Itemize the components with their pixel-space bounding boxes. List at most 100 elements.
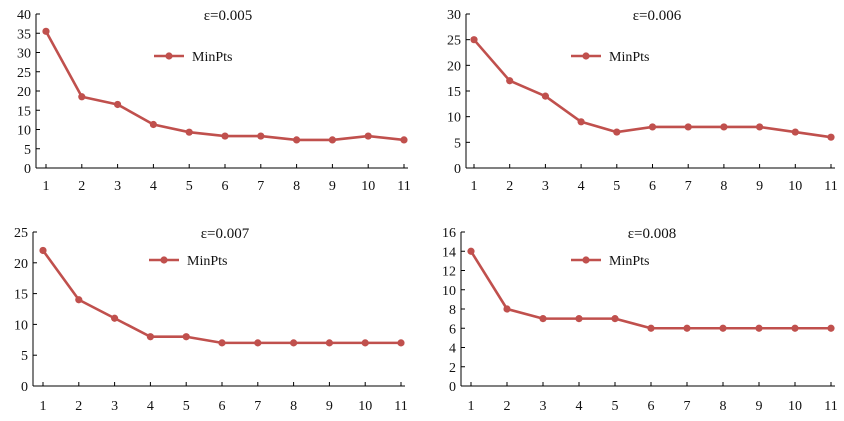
y-tick-label: 20 [14, 257, 28, 272]
y-tick-label: 4 [449, 342, 456, 357]
y-tick-label: 5 [454, 136, 461, 151]
x-tick-label: 6 [222, 179, 229, 194]
y-tick-label: 25 [447, 34, 461, 49]
x-tick-label: 1 [468, 399, 475, 414]
x-tick-label: 6 [648, 399, 655, 414]
y-tick-label: 15 [17, 104, 31, 119]
x-tick-label: 8 [720, 179, 727, 194]
x-tick-label: 3 [114, 179, 121, 194]
x-tick-label: 7 [254, 399, 261, 414]
y-tick-label: 2 [449, 361, 456, 376]
y-tick-label: 15 [447, 85, 461, 100]
legend-swatch-marker [160, 256, 168, 264]
x-tick-label: 2 [504, 399, 511, 414]
data-point [114, 100, 122, 109]
y-tick-label: 20 [17, 85, 31, 100]
x-tick-label: 2 [506, 179, 513, 194]
chart-title: ε=0.005 [204, 8, 253, 24]
x-tick-label: 9 [756, 399, 763, 414]
y-tick-label: 8 [449, 303, 456, 318]
data-point [683, 324, 691, 332]
x-tick-label: 5 [613, 179, 620, 194]
data-point [467, 247, 475, 255]
x-tick-label: 8 [290, 399, 297, 414]
legend-label: MinPts [192, 50, 232, 65]
data-point [647, 324, 655, 332]
y-tick-label: 30 [447, 8, 461, 23]
x-tick-label: 11 [397, 179, 410, 194]
data-point [75, 296, 83, 304]
data-point [185, 128, 193, 136]
x-tick-label: 4 [578, 179, 585, 194]
series-line-minpts [44, 30, 405, 142]
y-tick-label: 10 [14, 318, 28, 333]
x-tick-label: 5 [183, 399, 190, 414]
data-point [39, 246, 47, 255]
x-tick-label: 3 [540, 399, 547, 414]
chart-title: ε=0.008 [628, 226, 677, 242]
data-point [684, 123, 692, 131]
data-point [827, 324, 835, 332]
data-point [541, 92, 550, 100]
y-tick-label: 30 [17, 47, 31, 62]
legend-label: MinPts [609, 50, 649, 65]
y-tick-label: 10 [17, 124, 31, 139]
data-point [146, 333, 154, 341]
x-tick-label: 5 [186, 179, 193, 194]
y-tick-label: 5 [21, 349, 28, 364]
x-tick-label: 4 [147, 399, 154, 414]
x-tick-label: 9 [756, 179, 763, 194]
data-point [218, 339, 226, 347]
data-point [720, 123, 728, 131]
y-tick-label: 0 [21, 380, 28, 395]
data-point [254, 339, 262, 347]
data-point [506, 77, 514, 85]
x-tick-label: 8 [293, 179, 300, 194]
data-point [221, 132, 229, 140]
legend-swatch-marker [582, 52, 590, 60]
data-point [756, 123, 764, 131]
y-tick-label: 35 [17, 27, 31, 42]
y-tick-label: 12 [442, 265, 456, 280]
data-point [400, 136, 408, 144]
legend-swatch-marker [582, 256, 590, 264]
data-point [42, 27, 50, 35]
y-tick-label: 25 [14, 226, 28, 241]
x-tick-label: 1 [471, 179, 478, 194]
data-point [325, 339, 333, 347]
legend-label: MinPts [187, 254, 227, 269]
x-tick-label: 2 [78, 179, 85, 194]
x-tick-label: 11 [824, 399, 837, 414]
legend-swatch-marker [165, 52, 173, 60]
x-tick-label: 7 [257, 179, 264, 194]
data-point [257, 132, 265, 140]
x-tick-label: 11 [394, 399, 407, 414]
legend-label: MinPts [609, 254, 649, 269]
chart-title: ε=0.006 [633, 8, 682, 24]
x-tick-label: 3 [542, 179, 549, 194]
series-line-minpts [469, 250, 831, 330]
x-tick-label: 10 [361, 179, 375, 194]
x-tick-label: 10 [788, 179, 802, 194]
y-tick-label: 0 [24, 162, 31, 177]
data-point [827, 133, 835, 141]
data-point [755, 324, 763, 332]
data-point [361, 339, 369, 347]
y-tick-label: 10 [442, 284, 456, 299]
x-tick-label: 5 [612, 399, 619, 414]
data-point [293, 136, 301, 144]
x-tick-label: 9 [329, 179, 336, 194]
x-tick-label: 10 [788, 399, 802, 414]
y-tick-label: 16 [442, 226, 456, 241]
x-tick-label: 7 [685, 179, 692, 194]
y-tick-label: 40 [17, 8, 31, 23]
data-point [364, 132, 372, 140]
x-tick-label: 4 [576, 399, 583, 414]
y-tick-label: 25 [17, 66, 31, 81]
y-tick-label: 10 [447, 111, 461, 126]
data-point [719, 324, 727, 332]
data-point [182, 333, 190, 341]
data-point [611, 315, 619, 323]
